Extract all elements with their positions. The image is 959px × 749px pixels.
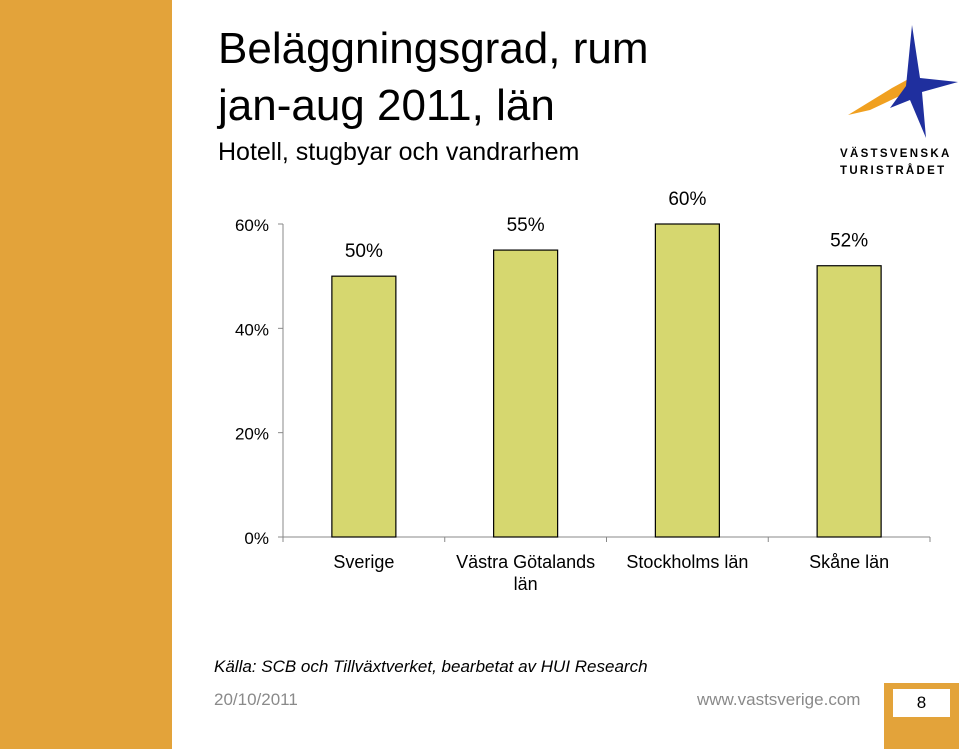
bar (816, 265, 882, 538)
logo-swoosh-shape (848, 76, 914, 115)
y-tick-label: 60% (235, 216, 269, 235)
page-number: 8 (893, 689, 950, 717)
bar-data-label: 52% (830, 231, 868, 252)
x-axis (282, 536, 931, 542)
bar-chart: 0% 20% 40% 60% 50% 55% 60% 52% Sverige Västra G… (235, 189, 931, 594)
logo-star-shape (890, 25, 958, 138)
footer-date: 20/10/2011 (214, 690, 298, 709)
y-tick-label: 0% (244, 529, 269, 548)
vastsvenska-turistradet-logo: VÄSTSVENSKA TURISTRÅDET (840, 20, 959, 180)
logo-text-line2: TURISTRÅDET (840, 165, 947, 177)
data-labels: 50% 55% 60% 52% (345, 189, 868, 262)
footer-website[interactable]: www.vastsverige.com (697, 690, 861, 709)
category-label: Västra Götalands (456, 552, 595, 572)
slide-title-line2: jan-aug 2011, län (218, 81, 555, 130)
logo-text-line1: VÄSTSVENSKA (840, 148, 952, 160)
category-label: Skåne län (809, 552, 889, 572)
category-label: Stockholms län (626, 552, 748, 572)
bar-data-label: 60% (668, 189, 706, 210)
bars (331, 223, 882, 538)
category-label: län (514, 574, 538, 594)
source-note: Källa: SCB och Tillväxtverket, bearbetat… (214, 657, 648, 676)
bar (654, 223, 720, 538)
y-tick-label: 20% (235, 425, 269, 444)
slide-title-line1: Beläggningsgrad, rum (218, 24, 649, 73)
star-logo-icon (848, 25, 958, 138)
bar (331, 275, 397, 538)
bar-data-label: 55% (507, 215, 545, 236)
slide-subtitle: Hotell, stugbyar och vandrarhem (218, 138, 580, 166)
bar-data-label: 50% (345, 241, 383, 262)
y-tick-label: 40% (235, 320, 269, 339)
category-label: Sverige (333, 552, 394, 572)
sidebar-accent (0, 0, 172, 749)
bar (493, 249, 559, 538)
y-axis: 0% 20% 40% 60% (235, 216, 284, 548)
